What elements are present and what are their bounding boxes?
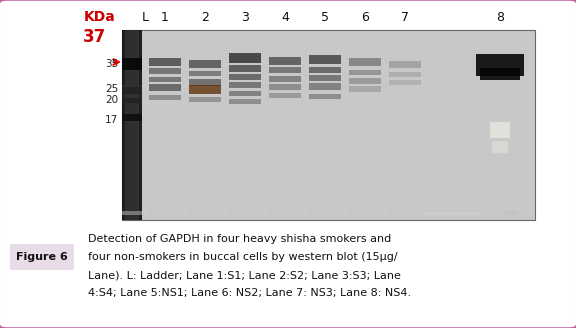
Bar	[125, 30, 139, 220]
Text: 25: 25	[105, 84, 118, 94]
Bar	[349, 58, 381, 66]
Bar	[189, 97, 221, 102]
Bar	[269, 57, 301, 65]
Bar	[482, 211, 518, 215]
Bar	[309, 83, 341, 90]
Bar	[189, 79, 221, 86]
Bar	[309, 67, 341, 73]
Bar	[269, 84, 301, 90]
Text: 2: 2	[201, 11, 209, 24]
Bar	[149, 68, 181, 74]
Bar	[227, 211, 263, 215]
Text: Lane). L: Ladder; Lane 1:S1; Lane 2:S2; Lane 3:S3; Lane: Lane). L: Ladder; Lane 1:S1; Lane 2:S2; …	[88, 270, 401, 280]
Text: 35: 35	[105, 59, 118, 69]
Text: 6: 6	[361, 11, 369, 24]
Bar	[269, 67, 301, 73]
Bar	[347, 211, 383, 215]
Bar	[229, 53, 261, 63]
Bar	[309, 55, 341, 64]
Bar	[492, 141, 508, 153]
Bar	[122, 58, 142, 70]
FancyBboxPatch shape	[10, 244, 74, 270]
Text: 5: 5	[321, 11, 329, 24]
Text: KDa: KDa	[84, 10, 116, 24]
Bar	[476, 54, 524, 76]
Bar	[189, 71, 221, 76]
Text: Detection of GAPDH in four heavy shisha smokers and: Detection of GAPDH in four heavy shisha …	[88, 234, 391, 244]
Text: 1: 1	[161, 11, 169, 24]
Text: four non-smokers in buccal cells by western blot (15μg/: four non-smokers in buccal cells by west…	[88, 252, 397, 262]
Bar	[122, 87, 142, 94]
Bar	[389, 72, 421, 77]
Bar	[122, 95, 142, 100]
Bar	[229, 74, 261, 80]
Bar	[349, 86, 381, 92]
Text: 3: 3	[241, 11, 249, 24]
Bar	[149, 58, 181, 66]
Bar	[122, 61, 142, 66]
Bar	[389, 61, 421, 68]
Text: Figure 6: Figure 6	[16, 252, 68, 262]
Bar	[189, 60, 221, 68]
Bar	[307, 211, 343, 215]
Bar	[147, 211, 183, 215]
Text: L: L	[142, 11, 149, 24]
Bar	[309, 75, 341, 81]
Bar	[122, 114, 142, 121]
Text: 7: 7	[401, 11, 409, 24]
Text: 4:S4; Lane 5:NS1; Lane 6: NS2; Lane 7: NS3; Lane 8: NS4.: 4:S4; Lane 5:NS1; Lane 6: NS2; Lane 7: N…	[88, 288, 411, 298]
Bar	[269, 93, 301, 98]
Bar	[189, 85, 221, 94]
Bar	[490, 122, 510, 138]
Bar	[229, 91, 261, 96]
Bar	[349, 70, 381, 75]
Bar	[122, 85, 142, 90]
Bar	[122, 211, 142, 215]
Text: 4: 4	[281, 11, 289, 24]
Bar	[122, 30, 142, 220]
Text: 8: 8	[496, 11, 504, 24]
Text: 37: 37	[82, 28, 105, 46]
Bar	[309, 94, 341, 99]
Bar	[267, 211, 303, 215]
Bar	[387, 211, 423, 215]
Bar	[122, 30, 535, 220]
Bar	[480, 68, 520, 80]
Bar	[229, 82, 261, 88]
Bar	[389, 80, 421, 85]
Bar	[149, 95, 181, 100]
Bar	[229, 99, 261, 104]
Bar	[149, 77, 181, 82]
Bar	[144, 212, 505, 215]
Text: 17: 17	[105, 115, 118, 125]
Bar	[122, 115, 142, 120]
Bar	[269, 76, 301, 82]
Bar	[122, 98, 142, 103]
Bar	[187, 211, 223, 215]
Text: 20: 20	[105, 95, 118, 105]
Bar	[229, 65, 261, 72]
Bar	[349, 78, 381, 84]
Bar	[149, 84, 181, 91]
